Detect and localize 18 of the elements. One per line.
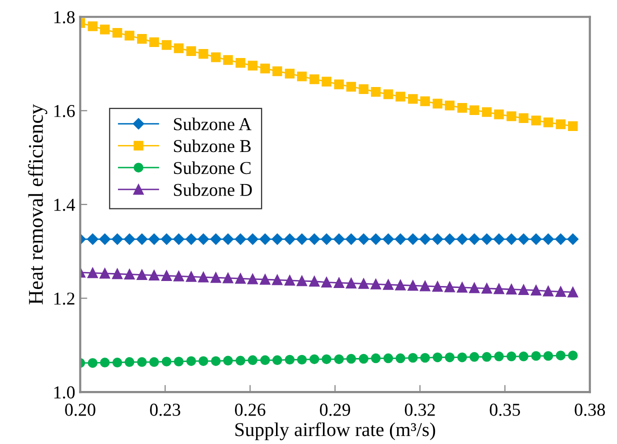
x-tick-label: 0.35 (490, 404, 520, 416)
x-tick-label: 0.26 (234, 404, 266, 416)
x-axis-title: Supply airflow rate (m³/s) (235, 422, 436, 440)
legend-label: Subzone A (174, 118, 252, 130)
y-tick-label: 1.0 (54, 386, 75, 399)
legend-label: Subzone B (174, 139, 251, 152)
legend-label: Subzone D (174, 183, 252, 196)
x-tick-label: 0.23 (150, 404, 180, 416)
y-axis-title: Heat removal efficiency (28, 104, 48, 304)
y-tick-label: 1.8 (54, 11, 75, 24)
x-tick-label: 0.32 (404, 404, 435, 416)
legend-label: Subzone C (174, 161, 251, 174)
x-tick-label: 0.29 (320, 404, 350, 416)
y-tick-label: 1.4 (54, 198, 76, 211)
x-tick-label: 0.38 (574, 404, 605, 416)
x-tick-label: 0.20 (65, 404, 96, 416)
y-tick-label: 1.2 (54, 292, 74, 305)
y-tick-label: 1.6 (54, 104, 75, 118)
